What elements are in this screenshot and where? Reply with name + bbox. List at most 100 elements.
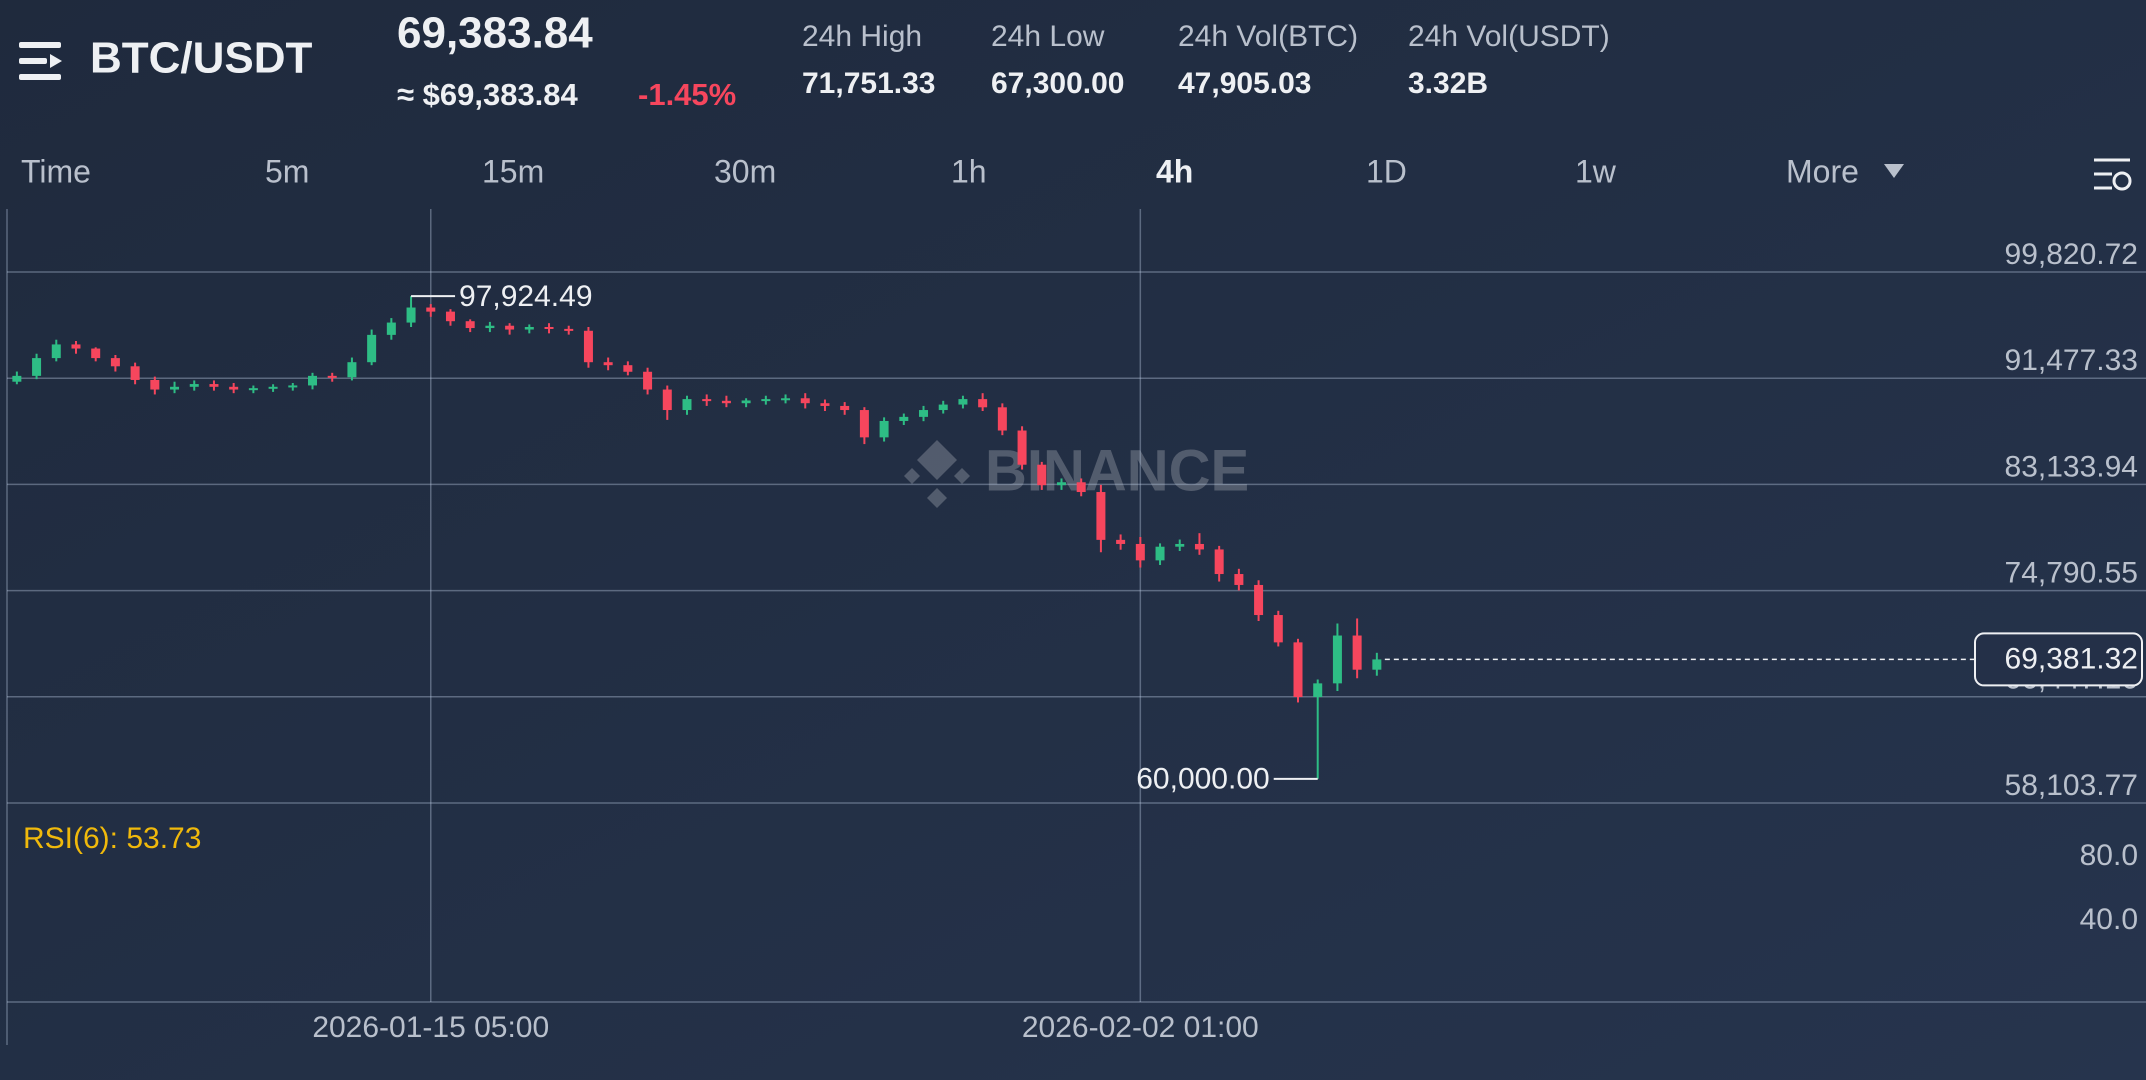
watermark-logo <box>904 440 970 508</box>
candle-body <box>1372 659 1382 670</box>
candle-body <box>1037 464 1047 486</box>
candle-body <box>1194 543 1204 550</box>
candle-body <box>1175 543 1185 547</box>
interval-tab[interactable]: 1D <box>1366 153 1407 189</box>
candle-body <box>623 365 633 372</box>
candle-body <box>170 386 180 390</box>
interval-tab[interactable]: More <box>1786 153 1859 189</box>
candle-body <box>583 330 593 363</box>
candle-body <box>1273 615 1283 643</box>
y-tick-label: 83,133.94 <box>2005 450 2138 483</box>
price-usd: ≈ $69,383.84 <box>397 77 579 112</box>
candle-body <box>1116 539 1126 544</box>
interval-tab[interactable]: 1h <box>951 153 987 189</box>
pair[interactable]: BTC/USDT <box>90 34 313 83</box>
candle-body <box>1135 543 1145 561</box>
candle-body <box>327 375 337 378</box>
interval-tab[interactable]: 1w <box>1575 153 1617 189</box>
candle-body <box>1352 635 1362 670</box>
interval-tab[interactable]: 30m <box>714 153 776 189</box>
candle-body <box>1155 546 1165 561</box>
candle-body <box>899 416 909 421</box>
y-tick-label: 99,820.72 <box>2005 238 2138 271</box>
candle-body <box>51 344 61 359</box>
stats: 24h High 71,751.33 24h Low 67,300.00 24h Vol… <box>802 20 1610 100</box>
dropdown-arrow[interactable] <box>1884 164 1904 178</box>
stat-value: 67,300.00 <box>991 67 1124 100</box>
settings-icon[interactable] <box>2094 158 2132 191</box>
y-tick-label: 74,790.55 <box>2005 556 2138 589</box>
candle-body <box>781 398 791 401</box>
interval-tab[interactable]: 4h <box>1156 153 1193 189</box>
candle-body <box>1076 482 1086 493</box>
candle-body <box>958 399 968 405</box>
candle-body <box>288 385 298 388</box>
price-change: -1.45% <box>638 77 736 112</box>
candle-body <box>682 399 692 411</box>
candle-body <box>800 398 810 404</box>
candle-body <box>879 420 889 438</box>
stat-value: 47,905.03 <box>1178 67 1311 100</box>
interval-tab[interactable]: Time <box>21 153 91 189</box>
candle-body <box>662 389 672 411</box>
candle-body <box>1293 642 1303 698</box>
stat-label: 24h High <box>802 20 922 53</box>
candle-body <box>544 326 554 329</box>
candle-body <box>859 410 869 438</box>
candle-body <box>367 334 377 363</box>
candle-body <box>386 322 396 335</box>
candle-body <box>1056 482 1066 486</box>
candle-body <box>1234 574 1244 585</box>
candle-body <box>840 405 850 411</box>
candle-body <box>12 375 22 382</box>
candle-body <box>564 328 574 331</box>
candle-body <box>1313 683 1323 698</box>
interval-tabs: Time 5m 15m 30m 1h 4h 1D 1w More <box>21 153 1904 189</box>
candle-body <box>189 384 199 387</box>
candle-body <box>445 311 455 322</box>
rsi-title: RSI(6): 53.73 <box>23 822 201 855</box>
min-label: 60,000.00 <box>1136 763 1269 796</box>
interval-tab[interactable]: 15m <box>482 153 544 189</box>
candle-body <box>603 362 613 366</box>
last-price: 69,383.84 <box>397 9 593 58</box>
last-price-box <box>1974 632 2143 687</box>
stat-label: 24h Vol(BTC) <box>1178 20 1358 53</box>
candle-body <box>938 404 948 411</box>
candle-body <box>1017 430 1027 465</box>
stat-label: 24h Vol(USDT) <box>1408 20 1610 53</box>
candle-body <box>524 326 534 330</box>
menu-icon[interactable] <box>19 42 62 80</box>
candle-body <box>308 375 318 386</box>
candle-body <box>1214 549 1224 575</box>
candle-body <box>150 379 160 390</box>
candle-body <box>997 407 1007 431</box>
interval-tab[interactable]: 5m <box>265 153 309 189</box>
candle-body <box>643 371 653 390</box>
candle-body <box>978 399 988 408</box>
candle-body <box>406 307 416 323</box>
y-tick-label: 40.0 <box>2080 903 2138 936</box>
stat-label: 24h Low <box>991 20 1105 53</box>
plot: 99,820.7291,477.3383,133.9474,790.5566,4… <box>6 209 2146 1045</box>
y-tick-label: 80.0 <box>2080 839 2138 872</box>
candle-body <box>71 344 81 349</box>
candle-body <box>91 348 101 359</box>
candle-body <box>702 399 712 402</box>
stat-value: 71,751.33 <box>802 67 935 100</box>
x-tick-label: 2026-02-02 01:00 <box>1022 1011 1259 1044</box>
candle-body <box>741 400 751 404</box>
candle-body <box>268 386 278 389</box>
last-price-label: 69,381.32 <box>2005 642 2138 675</box>
candle-body <box>426 307 436 312</box>
candle-body <box>110 358 120 367</box>
candle-body <box>1254 584 1264 616</box>
candle-body <box>130 366 140 380</box>
candle-body <box>761 399 771 402</box>
candle-body <box>485 325 495 329</box>
y-tick-label: 58,103.77 <box>2005 769 2138 802</box>
candle-body <box>465 321 475 329</box>
candle-body <box>1096 492 1106 540</box>
